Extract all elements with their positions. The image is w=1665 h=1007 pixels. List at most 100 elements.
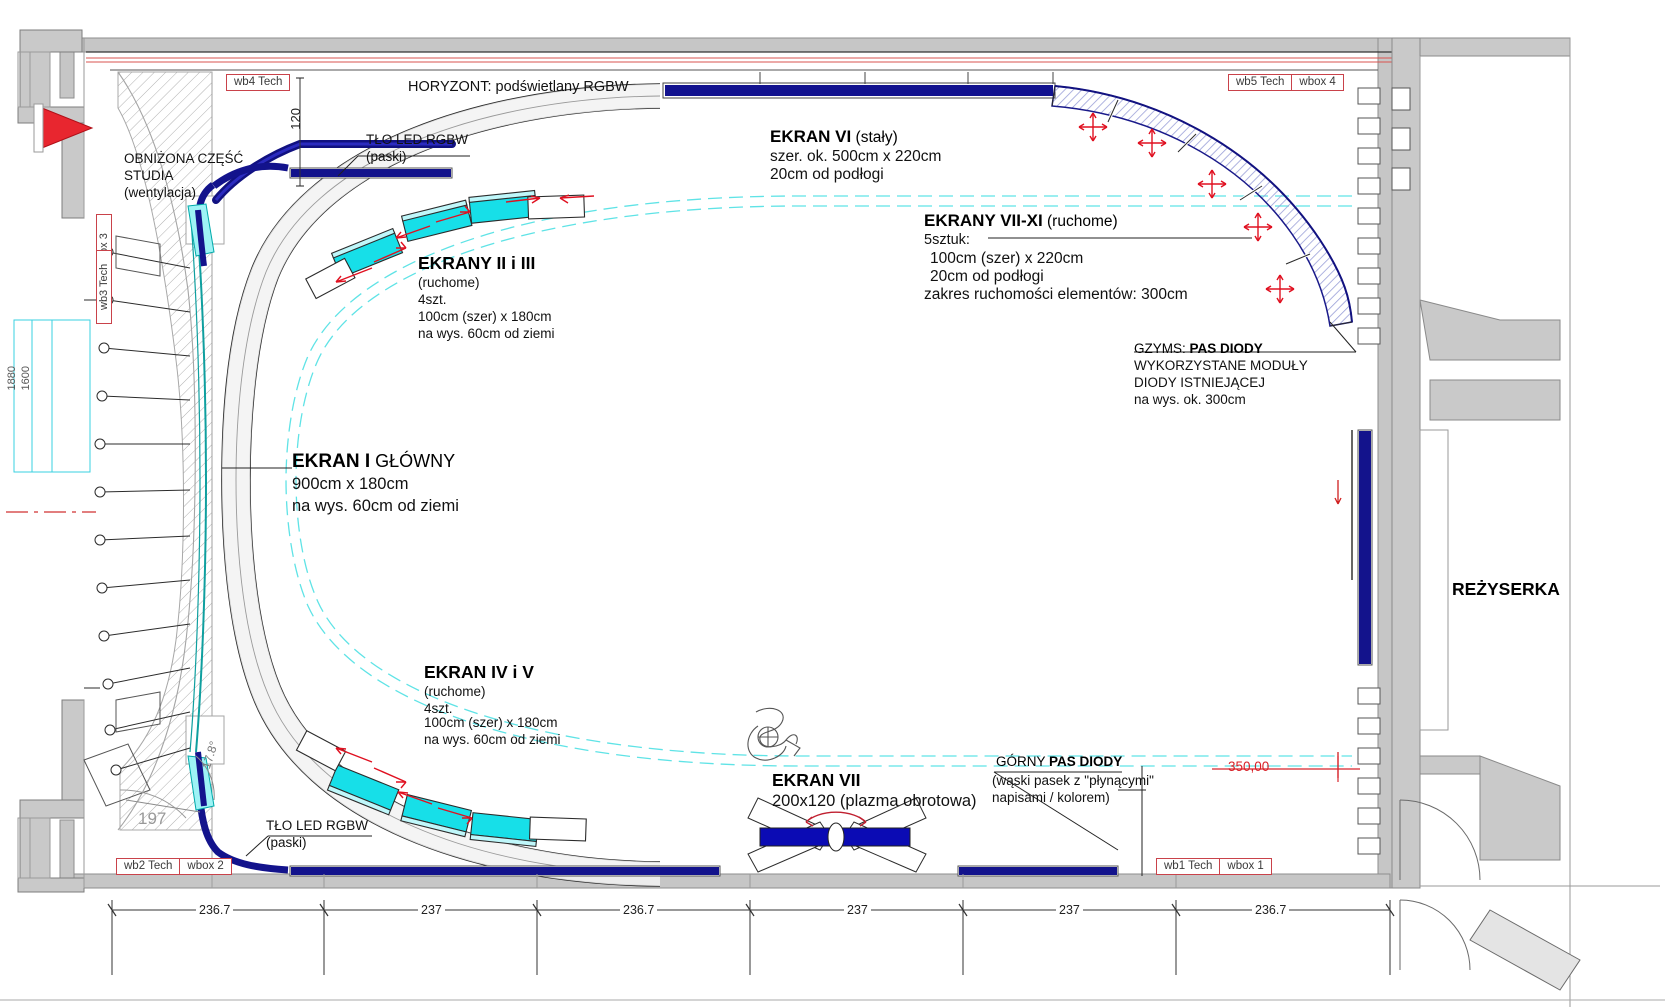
ekran-i-line2: 900cm x 180cm [292,475,409,493]
gzyms-line2: WYKORZYSTANE MODUŁY [1134,358,1308,373]
ekran-i-title: EKRAN I GŁÓWNY [292,450,455,474]
ekrany-ii-iii-line2: (ruchome) [418,275,480,290]
gzyms-line1-bold: PAS DIODY [1189,341,1263,356]
ekran-i-line3: na wys. 60cm od ziemi [292,497,459,515]
movable-screens-lower [295,729,587,848]
tag-wb5[interactable]: wb5 Tech wbox 4 [1228,74,1344,91]
door-swing-arcs [1399,799,1581,991]
tlo-led-bottom-line1: TŁO LED RGBW [266,818,369,833]
curved-led-screens-right [1051,85,1353,327]
ekran-vi-title-rest: (stały) [851,129,898,146]
dim-bottom-2: 236.7 [620,903,658,917]
dim-bottom-0: 236.7 [196,903,234,917]
gzyms-line1-pre: GZYMS: [1134,341,1190,356]
left-dimension-box [13,319,91,473]
dim-red-350: 350,00 [1228,759,1270,774]
tag-wb1-part1: wbox 1 [1219,859,1270,874]
led-background-strip-top-rect [289,167,453,179]
tag-wb5-part0: wb5 Tech [1236,76,1285,88]
movement-crosshair-markers [1078,112,1295,304]
ekran-vii-title: EKRAN VII [772,770,861,790]
ekran-vi-title-bold: EKRAN VI [770,127,852,146]
right-red-marks [1334,480,1342,778]
studio-curved-wall-fill [222,84,660,886]
horizont-label: HORYZONT: podświetlany RGBW [408,79,629,95]
top-red-guides [86,57,1392,63]
gorny-pas-line3: napisami / kolorem) [992,790,1110,805]
tag-wb4-part0: wb4 Tech [234,76,283,88]
gorny-pas-line1-bold: PAS DIODY [1049,754,1123,769]
studio-curved-wall-outer [221,83,661,887]
dim-vertical-120: 120 [288,108,303,130]
ekrany-ii-iii-line5: na wys. 60cm od ziemi [418,326,555,341]
tag-wb1[interactable]: wb1 Tech wbox 1 [1156,858,1272,875]
ekrany-vii-xi-line4: 20cm od podłogi [930,268,1044,285]
ekrany-ii-iii-title: EKRANY II i III [418,253,536,273]
tag-wb2-part1: wbox 2 [179,859,230,874]
tag-wb4[interactable]: wb4 Tech [226,74,291,91]
tlo-led-top-line1: TŁO LED RGBW [366,132,469,147]
dim-left-1600: 1600 [20,366,32,391]
led-strip-bottom-right [957,865,1119,877]
lowered-studio-line1: OBNIŻONA CZĘŚĆ [124,151,244,166]
dim-bottom-5: 236.7 [1252,903,1290,917]
floor-grid-ticks [323,874,1177,888]
ekran-vii-line2: 200x120 (plazma obrotowa) [772,792,977,810]
lowered-studio-line3: (wentylacja) [124,185,197,200]
movable-screens-upper [305,189,586,300]
ekran-i-title-rest: GŁÓWNY [370,451,456,471]
dim-bottom-4: 237 [1056,903,1083,917]
ekran-vi-line2: szer. ok. 500cm x 220cm [770,148,942,165]
rezyserka-label: REŻYSERKA [1452,579,1560,599]
ekran-iv-v-line2: (ruchome) [424,684,486,699]
tag-wb2[interactable]: wb2 Tech wbox 2 [116,858,232,875]
control-room-thin [1419,38,1660,1007]
ekrany-ii-iii-line4: 100cm (szer) x 180cm [418,309,552,324]
ekrany-vii-xi-line2: 5sztuk: [924,232,970,248]
gorny-pas-line1-pre: GÓRNY [996,754,1050,769]
ekrany-vii-xi-title-rest: (ruchome) [1042,213,1118,230]
lowered-studio-line2: STUDIA [124,168,174,183]
tag-wb3-part0: wb3 Tech [98,263,110,311]
cyan-guide-lines [285,195,1352,767]
gorny-pas-line1: GÓRNY PAS DIODY [996,753,1122,770]
ekrany-vii-xi-title-bold: EKRANY VII-XI [924,211,1043,230]
red-dimension-350 [1212,756,1360,782]
rotating-plasma-screen [747,797,927,873]
led-strip-right-vertical [1351,429,1373,666]
ekran-iv-v-line5: na wys. 60cm od ziemi [424,732,561,747]
tlo-led-top-line2: (paski) [366,149,407,164]
ekran-vi-line3: 20cm od podłogi [770,166,884,183]
screen-movement-arrows [335,194,595,825]
dim-radius-197: 197 [138,809,167,828]
dim-bottom-1: 237 [418,903,445,917]
tag-wb2-part0: wb2 Tech [124,860,173,872]
ekrany-vii-xi-title: EKRANY VII-XI (ruchome) [924,210,1118,232]
gorny-pas-line2: (wąski pasek z "płynącymi" [992,773,1154,788]
ekrany-ii-iii-line3: 4szt. [418,292,447,307]
ekrany-vii-xi-line5: zakres ruchomości elementów: 300cm [924,286,1188,303]
ekran-vi-title: EKRAN VI (stały) [770,126,898,148]
bottom-dimension-chain [0,900,1665,1001]
cable-doodle [747,707,801,761]
gzyms-line1: GZYMS: PAS DIODY [1134,340,1263,357]
tag-wb3[interactable]: wb3 Tech [96,250,112,324]
annotation-leader-lines [222,77,1357,876]
dim-left-1880: 1880 [6,366,18,391]
left-wall-structure [17,29,85,893]
right-wall-panels [1357,87,1411,855]
lowered-studio-area [117,71,213,831]
horizon-led-top [662,72,1056,99]
control-room-structure [1391,37,1571,889]
dim-bottom-3: 237 [844,903,871,917]
gzyms-line4: na wys. ok. 300cm [1134,392,1246,407]
tag-wb5-part1: wbox 4 [1291,75,1342,90]
tag-wb1-part0: wb1 Tech [1164,860,1213,872]
ekran-iv-v-line4: 100cm (szer) x 180cm [424,715,558,730]
tlo-led-bottom-line2: (paski) [266,835,307,850]
ekran-iv-v-title: EKRAN IV i V [424,662,534,682]
north-arrow-marker [33,103,94,153]
gzyms-line3: DIODY ISTNIEJĄCEJ [1134,375,1266,390]
